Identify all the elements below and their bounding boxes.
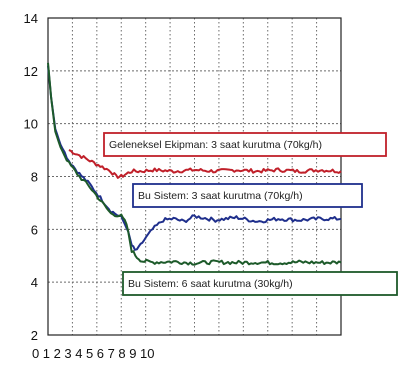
x-tick-label: 7 bbox=[108, 346, 115, 361]
x-tick-label: 3 bbox=[64, 346, 71, 361]
x-tick-label: 4 bbox=[75, 346, 82, 361]
y-tick-label: 12 bbox=[24, 64, 38, 79]
x-axis-ticks: 0 1 2 3 4 5 6 7 8 9 10 bbox=[32, 346, 154, 361]
annotation-box bbox=[103, 132, 387, 157]
annotation-box bbox=[122, 271, 398, 296]
x-tick-label: 5 bbox=[86, 346, 93, 361]
annotation-label: Bu Sistem: 6 saat kurutma (30kg/h) bbox=[128, 278, 293, 290]
x-tick-label: 8 bbox=[118, 346, 125, 361]
annotations: Geleneksel Ekipman: 3 saat kurutma (70kg… bbox=[103, 132, 398, 296]
annotation-label: Geleneksel Ekipman: 3 saat kurutma (70kg… bbox=[109, 139, 322, 151]
y-tick-label: 14 bbox=[24, 11, 38, 26]
series-line-2 bbox=[47, 65, 342, 251]
annotation-box bbox=[132, 183, 363, 208]
x-tick-label: 6 bbox=[97, 346, 104, 361]
series-line-1 bbox=[68, 149, 342, 179]
x-tick-label: 2 bbox=[54, 346, 61, 361]
x-tick-label: 10 bbox=[140, 346, 154, 361]
y-tick-label: 2 bbox=[31, 328, 38, 343]
plot-frame bbox=[47, 17, 342, 336]
y-tick-label: 4 bbox=[31, 275, 38, 290]
x-tick-label: 9 bbox=[129, 346, 136, 361]
y-tick-label: 6 bbox=[31, 222, 38, 237]
series-layer bbox=[47, 62, 342, 266]
x-tick-label: 1 bbox=[43, 346, 50, 361]
x-tick-label: 0 bbox=[32, 346, 39, 361]
y-tick-label: 10 bbox=[24, 117, 38, 132]
series-line-3 bbox=[47, 62, 342, 266]
annotation-label: Bu Sistem: 3 saat kurutma (70kg/h) bbox=[138, 190, 303, 202]
y-axis-ticks: 2 4 6 8 10 12 14 bbox=[24, 11, 38, 343]
y-tick-label: 8 bbox=[31, 170, 38, 185]
